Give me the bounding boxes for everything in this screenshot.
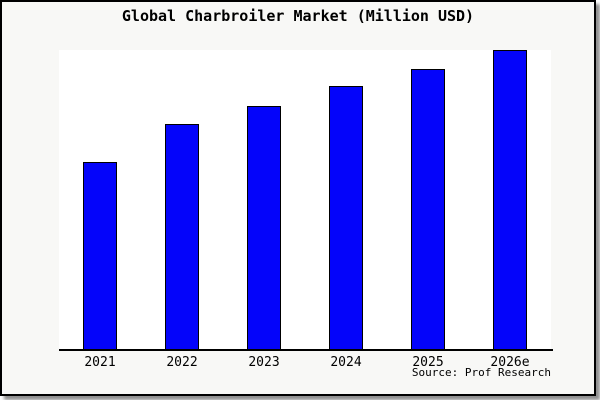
bar-2023 bbox=[247, 105, 281, 349]
x-axis-labels: 2021 2022 2023 2024 2025 2026e bbox=[59, 355, 551, 370]
x-tick-label-2025: 2025 bbox=[412, 355, 444, 370]
x-tick-label-2026e: 2026e bbox=[490, 355, 530, 370]
bar-2024 bbox=[329, 86, 363, 349]
x-tick-label-2023: 2023 bbox=[248, 355, 280, 370]
bar-slot bbox=[305, 50, 387, 349]
bar-slot bbox=[141, 50, 223, 349]
bar-slot bbox=[59, 50, 141, 349]
x-tick-label-2021: 2021 bbox=[84, 355, 116, 370]
bar-2025 bbox=[411, 68, 445, 349]
bar-2022 bbox=[165, 123, 199, 349]
bar-2026e bbox=[493, 50, 527, 349]
bar-slot bbox=[469, 50, 551, 349]
source-note: Source: Prof Research bbox=[411, 366, 551, 379]
chart-title: Global Charbroiler Market (Million USD) bbox=[121, 7, 475, 25]
bar-slot bbox=[387, 50, 469, 349]
x-tick-label-2022: 2022 bbox=[166, 355, 198, 370]
x-axis-line bbox=[59, 349, 553, 351]
x-tick-label-2024: 2024 bbox=[330, 355, 362, 370]
bar-slot bbox=[223, 50, 305, 349]
plot-area bbox=[59, 50, 551, 349]
bar-2021 bbox=[83, 162, 117, 349]
